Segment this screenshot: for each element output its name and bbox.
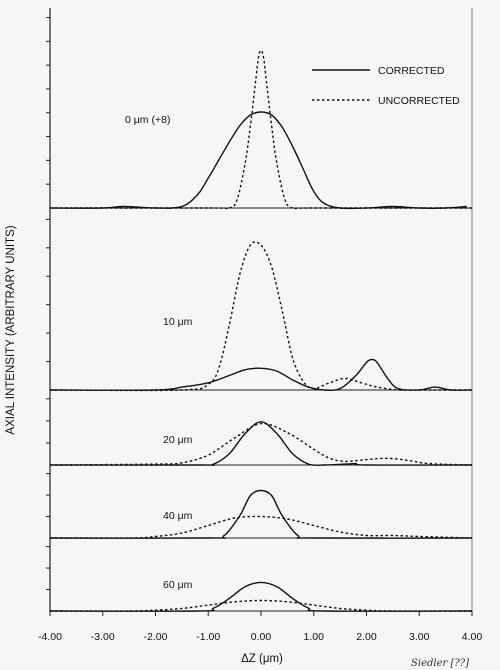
- plot-frame: [49, 8, 473, 612]
- legend-uncorrected-label: UNCORRECTED: [378, 95, 460, 107]
- panel-0: 0 μm (+8): [46, 17, 472, 210]
- x-tick-label: 0.00: [251, 631, 272, 643]
- panel-3-label: 40 μm: [163, 510, 193, 522]
- panel-0-label: 0 μm (+8): [125, 114, 170, 126]
- x-tick-label: 4.00: [462, 631, 483, 643]
- panel-1-label: 10 μm: [163, 316, 193, 328]
- panel-3-uncorrected-curve: [49, 515, 473, 539]
- x-tick-label: -4.00: [38, 631, 62, 643]
- panel-2-label: 20 μm: [163, 434, 193, 446]
- panel-1-corrected-curve: [49, 358, 473, 391]
- x-tick-label: 3.00: [409, 631, 430, 643]
- x-tick-label: -2.00: [144, 631, 168, 643]
- panel-4-uncorrected-curve: [49, 599, 473, 612]
- panel-4-corrected-curve: [49, 581, 473, 612]
- panel-2-corrected-curve: [49, 421, 473, 466]
- panels-layer: 0 μm (+8) 10 μm 20 μm 40 μm 60 μm: [46, 17, 473, 612]
- panel-1-uncorrected-curve: [49, 241, 472, 392]
- y-axis-title: AXIAL INTENSITY (ARBITRARY UNITS): [5, 225, 17, 434]
- legend-corrected-label: CORRECTED: [378, 65, 445, 77]
- x-axis: -4.00 -3.00 -2.00 -1.00 0.00 1.00 2.00 3.00 4.00: [38, 611, 482, 643]
- corner-note: Siedler [??]: [411, 658, 469, 669]
- legend: CORRECTED UNCORRECTED: [312, 65, 460, 107]
- x-tick-label: -1.00: [196, 631, 220, 643]
- panel-2-uncorrected-curve: [49, 422, 473, 466]
- panel-2: 20 μm: [46, 398, 473, 466]
- x-tick-label: 1.00: [304, 631, 325, 643]
- x-axis-title: ΔZ (μm): [241, 653, 283, 665]
- panel-4-label: 60 μm: [163, 579, 193, 591]
- panel-3: 40 μm: [46, 473, 473, 539]
- panel-3-corrected-curve: [49, 489, 473, 539]
- x-tick-label: 2.00: [356, 631, 377, 643]
- panel-0-corrected-curve: [49, 111, 467, 210]
- x-tick-label: -3.00: [91, 631, 115, 643]
- panel-1: 10 μm: [46, 218, 473, 392]
